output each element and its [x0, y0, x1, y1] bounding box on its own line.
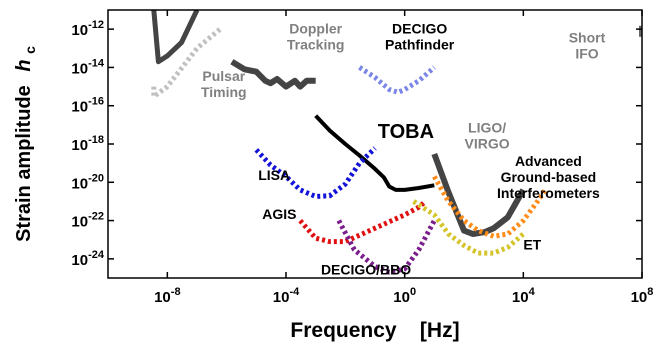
annotation-layer: Doppler Tracking DECIGO Pathfinder Pulsar Tim… — [201, 20, 606, 277]
label-advanced-ground-based-interferometers: Advanced Ground-based Interferometers — [497, 153, 600, 201]
label-decigo-bbo: DECIGO/BBO — [321, 262, 411, 278]
series-pulsar-timing-line-2 — [151, 10, 200, 65]
x-tick-label: 10-4 — [273, 286, 300, 306]
x-tick-label: 108 — [631, 286, 654, 306]
series-decigo-bbo-line-8 — [336, 219, 437, 275]
label-toba: TOBA — [378, 121, 434, 143]
label-pulsar-timing: Pulsar Timing — [201, 68, 247, 100]
series-agis-line-7 — [298, 199, 428, 245]
series-toba-line-0 — [314, 114, 435, 192]
series-doppler-tracking-line-4 — [230, 59, 316, 90]
series-pulsar-timing-line-3 — [151, 27, 222, 100]
label-ligo-virgo: LIGO/VIRGO — [465, 119, 510, 151]
label-short-ifo: Short IFO — [569, 30, 606, 62]
y-tick-label: 10-24 — [71, 249, 104, 269]
label-agis: AGIS — [262, 206, 296, 222]
y-tick-label: 10-16 — [71, 96, 104, 116]
series-ligo-virgo-line-1 — [431, 152, 526, 237]
label-et: ET — [523, 237, 541, 253]
series-advanced-ground-based-interferometers-line-9 — [432, 175, 549, 239]
label-lisa: LISA — [258, 167, 290, 183]
y-axis-subscript: c — [22, 46, 38, 54]
tick-layer: 10-8 10-4 100 104 108 10-24 10-22 10-20 10-18 10-… — [71, 10, 653, 306]
label-decigo-pathfinder: DECIGO Pathfinder — [385, 20, 455, 52]
series-layer — [151, 10, 642, 275]
plot-frame — [107, 9, 643, 279]
y-axis-title: Strain amplitude h c — [13, 46, 38, 242]
y-axis-label: Strain amplitude — [13, 85, 35, 242]
series-decigo-pathfinder-line-5 — [358, 65, 436, 95]
label-doppler-tracking: Doppler Tracking — [287, 20, 345, 52]
y-tick-label: 10-20 — [71, 172, 104, 192]
x-axis-title: Frequency [Hz] — [290, 319, 459, 342]
y-tick-label: 10-12 — [71, 19, 104, 39]
y-tick-label: 10-22 — [71, 211, 104, 231]
y-tick-label: 10-14 — [71, 57, 104, 77]
x-tick-label: 100 — [393, 286, 416, 306]
x-tick-label: 104 — [512, 286, 536, 306]
y-axis-symbol: h — [13, 59, 35, 71]
x-tick-label: 10-8 — [154, 286, 180, 306]
series-lisa-line-6 — [254, 146, 377, 199]
y-tick-label: 10-18 — [71, 134, 104, 154]
